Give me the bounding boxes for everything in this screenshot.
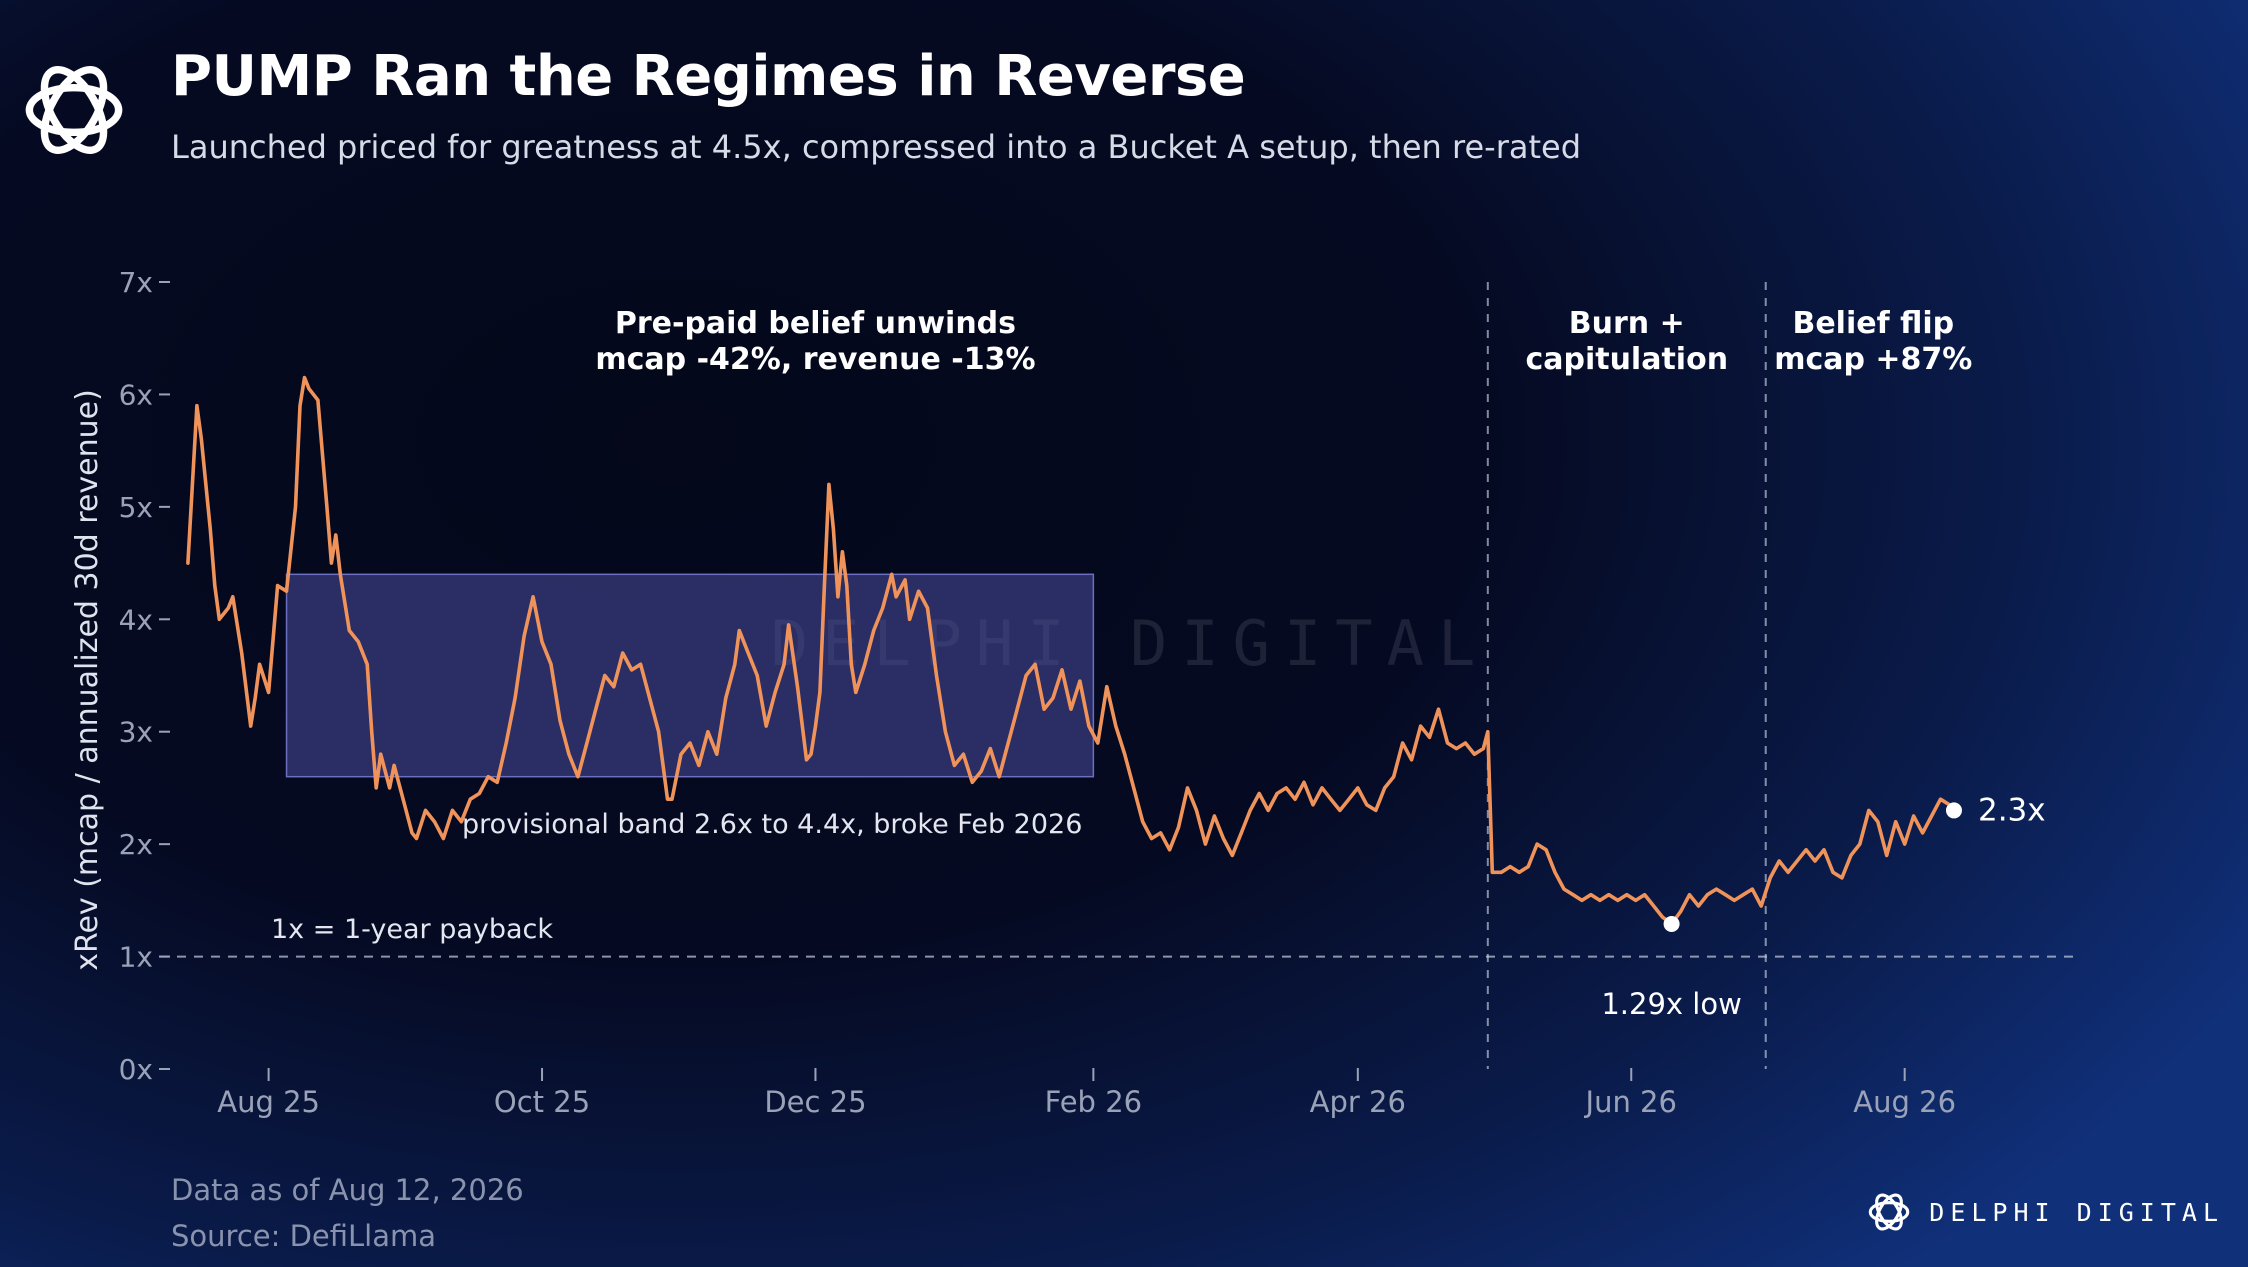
annotation-point — [1945, 802, 1962, 819]
brand-mark: DELPHI DIGITAL — [1863, 1186, 2224, 1238]
y-tick-label: 2x — [119, 828, 153, 861]
y-axis-label: xRev (mcap / annualized 30d revenue) — [70, 389, 105, 971]
chart-title: PUMP Ran the Regimes in Reverse — [171, 44, 1246, 109]
xrev-series-line — [186, 375, 1956, 926]
data-as-of: Data as of Aug 12, 2026 — [171, 1173, 524, 1207]
annotation-point — [1663, 915, 1680, 932]
y-tick-label: 0x — [119, 1053, 153, 1086]
x-tick-label: Dec 25 — [764, 1085, 866, 1119]
band-label: provisional band 2.6x to 4.4x, broke Feb… — [462, 809, 1082, 840]
delphi-brand-icon — [1869, 1193, 1910, 1231]
regime-label: Pre-paid belief unwinds — [615, 306, 1016, 341]
x-tick-label: Apr 26 — [1310, 1085, 1406, 1119]
regime-label: capitulation — [1525, 342, 1728, 377]
delphi-logo-icon — [25, 66, 123, 154]
reference-line-label: 1x = 1-year payback — [271, 914, 553, 945]
x-tick-label: Aug 26 — [1853, 1085, 1956, 1119]
y-tick-label: 4x — [119, 603, 153, 636]
annotation-label: 2.3x — [1978, 792, 2046, 828]
brand-name: DELPHI DIGITAL — [1929, 1197, 2224, 1227]
y-tick-label: 6x — [119, 378, 153, 411]
regime-label: Belief flip — [1792, 306, 1954, 341]
regime-label: mcap +87% — [1774, 342, 1972, 377]
annotation-label: 1.29x low — [1601, 987, 1741, 1021]
source-note: Source: DefiLlama — [171, 1219, 437, 1253]
regime-label: Burn + — [1569, 306, 1685, 341]
y-tick-label: 5x — [119, 491, 153, 524]
y-tick-label: 3x — [119, 716, 153, 749]
x-tick-label: Aug 25 — [217, 1085, 320, 1119]
y-tick-label: 1x — [119, 941, 153, 974]
x-tick-label: Oct 25 — [494, 1085, 590, 1119]
x-tick-label: Feb 26 — [1045, 1085, 1142, 1119]
y-tick-label: 7x — [119, 266, 153, 299]
x-tick-label: Jun 26 — [1584, 1085, 1677, 1119]
regime-label: mcap -42%, revenue -13% — [595, 342, 1035, 377]
chart-subtitle: Launched priced for greatness at 4.5x, c… — [171, 128, 1581, 166]
